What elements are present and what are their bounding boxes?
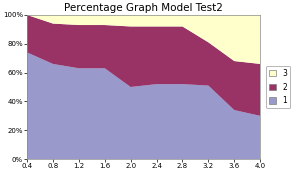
- Title: Percentage Graph Model Test2: Percentage Graph Model Test2: [64, 3, 223, 13]
- Legend: 3, 2, 1: 3, 2, 1: [266, 66, 290, 108]
